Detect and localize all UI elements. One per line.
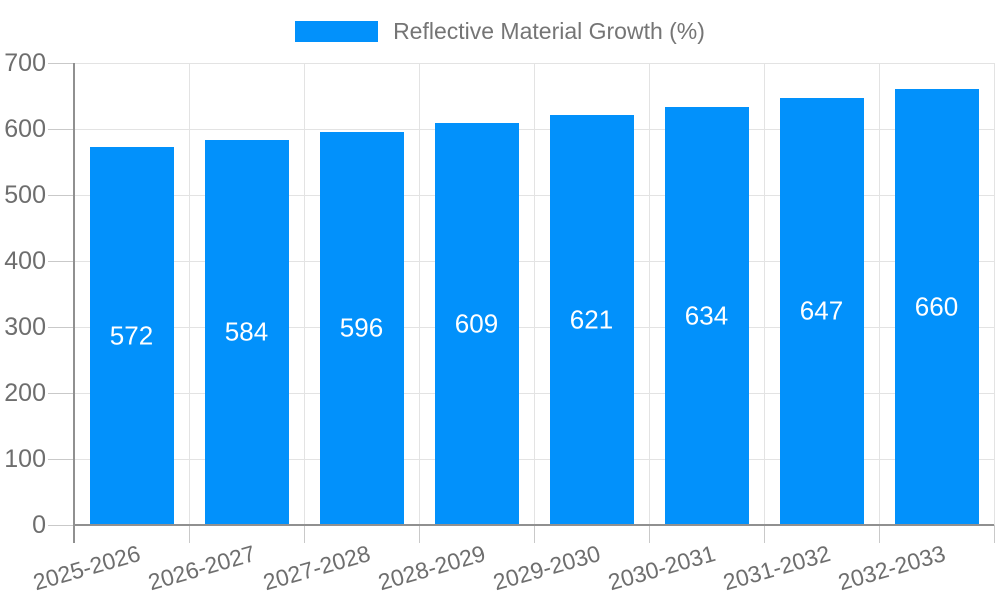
- y-tick: [48, 392, 74, 394]
- x-gridline: [533, 63, 535, 525]
- x-gridline: [648, 63, 650, 525]
- bar[interactable]: 572: [89, 147, 174, 525]
- x-tick: [188, 525, 190, 543]
- y-tick: [48, 62, 74, 64]
- x-gridline: [763, 63, 765, 525]
- x-tick: [993, 525, 995, 543]
- x-tick: [303, 525, 305, 543]
- x-tick: [648, 525, 650, 543]
- y-axis-tick-label: 100: [4, 445, 46, 473]
- x-axis-tick-label: 2029-2030: [489, 540, 603, 596]
- y-axis-tick-label: 700: [4, 49, 46, 77]
- y-axis-tick-label: 600: [4, 115, 46, 143]
- y-axis-tick-label: 400: [4, 247, 46, 275]
- y-axis-line: [73, 63, 75, 543]
- y-tick: [48, 128, 74, 130]
- x-axis-tick-label: 2030-2031: [604, 540, 718, 596]
- bar[interactable]: 584: [204, 139, 289, 525]
- x-axis-tick-label: 2031-2032: [719, 540, 833, 596]
- bar[interactable]: 596: [319, 131, 404, 525]
- bar[interactable]: 634: [664, 106, 749, 525]
- x-gridline: [878, 63, 880, 525]
- legend-swatch-icon: [295, 21, 379, 42]
- y-axis-tick-label: 0: [32, 511, 46, 539]
- x-gridline: [418, 63, 420, 525]
- x-tick: [533, 525, 535, 543]
- bar-value-label: 621: [569, 304, 614, 335]
- bar-value-label: 596: [339, 312, 384, 343]
- y-axis-tick-label: 500: [4, 181, 46, 209]
- bar[interactable]: 647: [779, 97, 864, 525]
- y-axis-tick-label: 300: [4, 313, 46, 341]
- bar[interactable]: 621: [549, 115, 634, 525]
- y-tick: [48, 194, 74, 196]
- x-tick: [763, 525, 765, 543]
- bar-value-label: 634: [684, 300, 729, 331]
- x-axis-line: [74, 524, 994, 526]
- y-tick: [48, 260, 74, 262]
- bar-value-label: 660: [914, 291, 959, 322]
- x-axis-tick-label: 2025-2026: [29, 540, 143, 596]
- legend[interactable]: Reflective Material Growth (%): [0, 20, 1000, 43]
- x-axis-tick-label: 2027-2028: [259, 540, 373, 596]
- y-tick: [48, 326, 74, 328]
- x-gridline: [188, 63, 190, 525]
- y-tick: [48, 458, 74, 460]
- bar[interactable]: 609: [434, 123, 519, 525]
- x-axis-tick-label: 2032-2033: [834, 540, 948, 596]
- bar-value-label: 584: [224, 316, 269, 347]
- x-tick: [878, 525, 880, 543]
- legend-label: Reflective Material Growth (%): [393, 18, 705, 44]
- bar-value-label: 609: [454, 308, 499, 339]
- x-gridline: [303, 63, 305, 525]
- x-axis-tick-label: 2026-2027: [144, 540, 258, 596]
- x-tick: [418, 525, 420, 543]
- bar-value-label: 572: [109, 320, 154, 351]
- x-gridline: [993, 63, 995, 525]
- bar[interactable]: 660: [894, 89, 979, 525]
- x-axis-tick-label: 2028-2029: [374, 540, 488, 596]
- bar-value-label: 647: [799, 295, 844, 326]
- y-axis-tick-label: 200: [4, 379, 46, 407]
- y-tick: [48, 524, 74, 526]
